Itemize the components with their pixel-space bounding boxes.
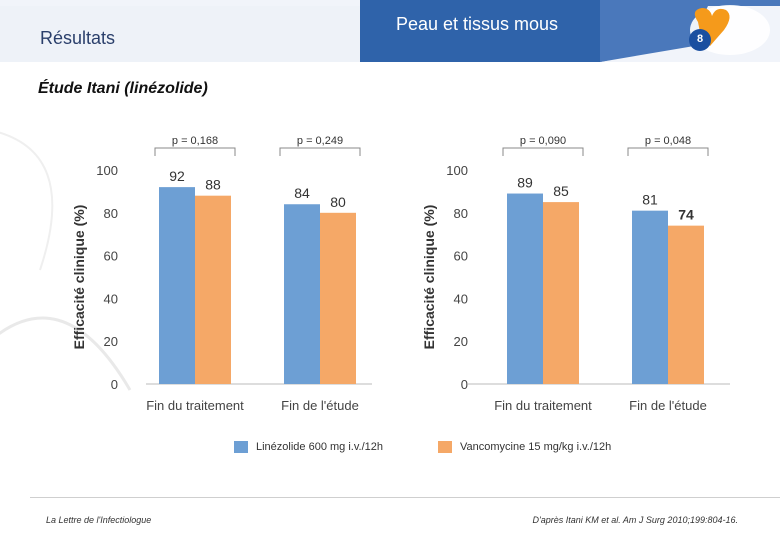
footer-journal: La Lettre de l'Infectiologue xyxy=(46,515,152,525)
legend-swatch-linezolide xyxy=(234,441,248,453)
section-title: Résultats xyxy=(40,28,116,48)
chart1-ytick-label: 100 xyxy=(96,163,118,178)
chart1-data-label: 92 xyxy=(169,168,185,184)
chart2-ytick-label: 40 xyxy=(454,291,468,306)
footer-divider xyxy=(30,497,780,498)
chart1-ytick-label: 20 xyxy=(104,334,118,349)
chart2-ytick-label: 60 xyxy=(454,249,468,264)
study-subtitle: Étude Itani (linézolide) xyxy=(38,80,208,97)
chart2-data-label: 74 xyxy=(678,207,694,223)
chart1-ytick-label: 40 xyxy=(104,291,118,306)
legend-item-linezolide: Linézolide 600 mg i.v./12h xyxy=(234,441,383,453)
chart2-ytick-label: 0 xyxy=(461,377,468,392)
legend-item-vancomycine: Vancomycine 15 mg/kg i.v./12h xyxy=(438,441,611,453)
chart2-ytick-label: 80 xyxy=(454,206,468,221)
chart2-pvalue-bracket xyxy=(627,147,709,156)
chart2-pvalue: p = 0,048 xyxy=(645,135,691,147)
legend-label-vancomycine: Vancomycine 15 mg/kg i.v./12h xyxy=(460,441,612,453)
chart1-bar-vancomycine xyxy=(320,212,356,384)
chart1-category-label: Fin de l'étude xyxy=(281,398,359,413)
chart2-bar-linezolide xyxy=(507,193,543,384)
chart1-pvalue-bracket xyxy=(154,147,236,156)
chart1-pvalue: p = 0,249 xyxy=(297,135,343,147)
chart2-category-label: Fin de l'étude xyxy=(629,398,707,413)
chart2-category-label: Fin du traitement xyxy=(494,398,592,413)
legend-label-linezolide: Linézolide 600 mg i.v./12h xyxy=(256,441,383,453)
chart1-data-label: 88 xyxy=(205,177,221,193)
chart1-ylabel: Efficacité clinique (%) xyxy=(71,205,87,350)
background-decoration xyxy=(0,131,132,391)
header-left-panel xyxy=(0,6,398,62)
chart1-bar-vancomycine xyxy=(195,195,231,384)
header-gradient-band xyxy=(600,0,780,62)
footer-reference: D'après Itani KM et al. Am J Surg 2010;1… xyxy=(532,515,739,525)
chart1-bar-linezolide xyxy=(284,204,320,384)
chart2-data-label: 85 xyxy=(553,183,569,199)
chart2-bar-linezolide xyxy=(632,210,668,384)
chart2-data-label: 89 xyxy=(517,175,533,191)
chart1-ytick-label: 60 xyxy=(104,249,118,264)
chart1-data-label: 84 xyxy=(294,185,310,201)
page-number: 8 xyxy=(696,33,704,45)
chart2-bar-vancomycine xyxy=(668,225,704,384)
chart1-pvalue: p = 0,168 xyxy=(172,135,218,147)
chart2-ylabel: Efficacité clinique (%) xyxy=(421,205,437,350)
header-graphic xyxy=(0,0,780,62)
chart1-category-label: Fin du traitement xyxy=(146,398,244,413)
chart2-data-label: 81 xyxy=(642,192,658,208)
chart1-pvalue-bracket xyxy=(279,147,361,156)
topic-title: Peau et tissus mous xyxy=(395,14,559,34)
header-banner: Résultats Peau et tissus mous 8 xyxy=(0,0,780,70)
chart1-ytick-label: 80 xyxy=(104,206,118,221)
header-title-band xyxy=(360,0,600,62)
chart1-ytick-label: 0 xyxy=(111,377,118,392)
legend-swatch-vancomycine xyxy=(438,441,452,453)
chart2-ytick-label: 100 xyxy=(446,163,468,178)
page-badge-icon xyxy=(689,29,711,51)
chart2-pvalue: p = 0,090 xyxy=(520,135,566,147)
chart2-bar-vancomycine xyxy=(543,202,579,384)
chart2-ytick-label: 20 xyxy=(454,334,468,349)
chart2-pvalue-bracket xyxy=(502,147,584,156)
chart1-data-label: 80 xyxy=(330,194,346,210)
charts-area: Efficacité clinique (%) 0 20 40 60 80 100 92 88 F… xyxy=(71,135,730,413)
chart1-bar-linezolide xyxy=(159,187,195,384)
